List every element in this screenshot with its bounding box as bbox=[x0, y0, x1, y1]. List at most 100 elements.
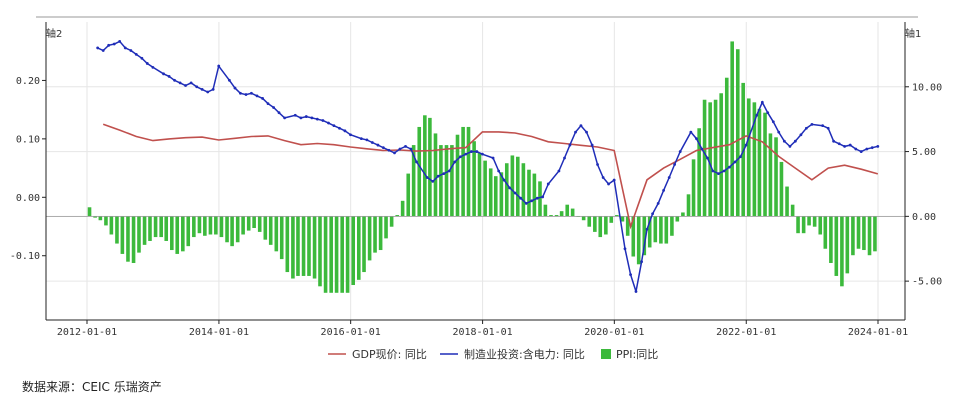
ppi-bar bbox=[472, 141, 476, 217]
ppi-bar bbox=[219, 216, 224, 238]
manufacturing-point bbox=[629, 273, 632, 277]
manufacturing-point bbox=[359, 137, 363, 141]
ppi-bar bbox=[867, 216, 872, 256]
ppi-bar bbox=[208, 216, 213, 235]
manufacturing-point bbox=[722, 169, 726, 173]
ppi-bar bbox=[263, 216, 268, 240]
manufacturing-point bbox=[821, 124, 824, 128]
manufacturing-point bbox=[404, 144, 407, 148]
manufacturing-point bbox=[464, 152, 468, 156]
manufacturing-point bbox=[398, 147, 402, 151]
manufacturing-point bbox=[541, 195, 545, 199]
ppi-bar bbox=[395, 215, 400, 217]
manufacturing-point bbox=[865, 147, 869, 151]
ppi-bar bbox=[862, 216, 866, 251]
ppi-bar bbox=[340, 216, 344, 293]
ppi-bar bbox=[301, 216, 306, 276]
manufacturing-point bbox=[804, 126, 808, 130]
axes: 0.20 0.10 0.00 -0.10 10.00 5.00 0.00 -5.00 2012-… bbox=[10, 22, 942, 338]
manufacturing-point bbox=[782, 139, 786, 143]
manufacturing-point bbox=[601, 176, 605, 179]
manufacturing-point bbox=[425, 176, 429, 179]
manufacturing-point bbox=[173, 78, 176, 82]
manufacturing-point bbox=[310, 116, 314, 120]
manufacturing-point bbox=[574, 130, 577, 134]
ppi-bar bbox=[510, 155, 515, 217]
ppi-bar bbox=[790, 204, 795, 217]
ppi-bar bbox=[527, 169, 531, 217]
manufacturing-point bbox=[145, 62, 149, 65]
manufacturing-point bbox=[799, 133, 803, 137]
ppi-bar bbox=[653, 216, 658, 243]
manufacturing-point bbox=[651, 212, 654, 216]
ppi-bar bbox=[433, 133, 438, 217]
ppi-bar bbox=[461, 126, 465, 217]
ppi-bar bbox=[856, 216, 861, 249]
ppi-bar bbox=[235, 216, 240, 243]
ppi-bar bbox=[225, 216, 229, 243]
manufacturing-point bbox=[370, 141, 374, 144]
manufacturing-point bbox=[96, 46, 100, 50]
manufacturing-point bbox=[530, 199, 534, 203]
manufacturing-point bbox=[277, 111, 281, 115]
series-lines bbox=[96, 40, 880, 293]
manufacturing-point bbox=[612, 178, 616, 182]
manufacturing-point bbox=[623, 247, 627, 251]
ppi-bar bbox=[702, 99, 707, 217]
ppi-bar bbox=[719, 93, 723, 217]
ppi-bar bbox=[477, 152, 482, 217]
legend: GDP现价: 同比 制造业投资:含电力: 同比 PPI:同比 bbox=[328, 347, 658, 361]
manufacturing-point bbox=[706, 156, 709, 160]
ppi-bar bbox=[807, 216, 811, 226]
manufacturing-point bbox=[376, 143, 380, 147]
manufacturing-point bbox=[112, 42, 116, 46]
ppi-bar bbox=[126, 216, 130, 262]
x-tick-label: 2022-01-01 bbox=[716, 327, 776, 338]
manufacturing-point bbox=[195, 85, 199, 89]
manufacturing-point bbox=[848, 143, 852, 147]
x-tick-label: 2016-01-01 bbox=[321, 327, 381, 338]
ppi-bar bbox=[181, 216, 185, 252]
manufacturing-point bbox=[261, 97, 264, 100]
manufacturing-point bbox=[349, 133, 352, 137]
manufacturing-point bbox=[832, 139, 836, 143]
ppi-bar bbox=[785, 186, 789, 217]
ppi-bar bbox=[312, 216, 317, 279]
manufacturing-point bbox=[244, 93, 248, 96]
ppi-bar bbox=[493, 176, 498, 217]
manufacturing-point bbox=[640, 260, 643, 264]
x-tick-label: 2014-01-01 bbox=[189, 327, 249, 338]
manufacturing-point bbox=[876, 144, 880, 148]
ppi-bar bbox=[587, 216, 592, 227]
ppi-bar bbox=[203, 216, 207, 236]
ppi-bar bbox=[565, 204, 570, 217]
manufacturing-point bbox=[788, 144, 792, 148]
ppi-bar bbox=[257, 216, 262, 232]
ppi-bar bbox=[659, 216, 663, 244]
manufacturing-point bbox=[129, 49, 133, 52]
manufacturing-point bbox=[777, 130, 781, 134]
ppi-bar bbox=[681, 212, 685, 217]
ppi-bar bbox=[823, 216, 828, 249]
manufacturing-point bbox=[733, 160, 737, 164]
ppi-bar bbox=[137, 216, 141, 253]
manufacturing-point bbox=[502, 178, 506, 182]
manufacturing-point bbox=[667, 176, 671, 179]
manufacturing-point bbox=[870, 146, 874, 150]
manufacturing-point bbox=[217, 64, 221, 68]
manufacturing-point bbox=[211, 87, 215, 91]
ppi-bar bbox=[351, 216, 355, 286]
ppi-bar bbox=[104, 216, 108, 226]
ppi-bar bbox=[175, 216, 180, 254]
left-tick-label: -0.10 bbox=[10, 251, 40, 262]
ppi-bar bbox=[252, 216, 256, 229]
manufacturing-point bbox=[596, 163, 599, 166]
ppi-bar bbox=[647, 216, 652, 248]
manufacturing-point bbox=[700, 147, 704, 151]
ppi-bar bbox=[697, 128, 701, 217]
ppi-bar bbox=[593, 216, 597, 232]
ppi-bar bbox=[87, 207, 92, 217]
manufacturing-point bbox=[227, 78, 231, 82]
manufacturing-point bbox=[519, 196, 523, 200]
manufacturing-point bbox=[760, 100, 764, 104]
